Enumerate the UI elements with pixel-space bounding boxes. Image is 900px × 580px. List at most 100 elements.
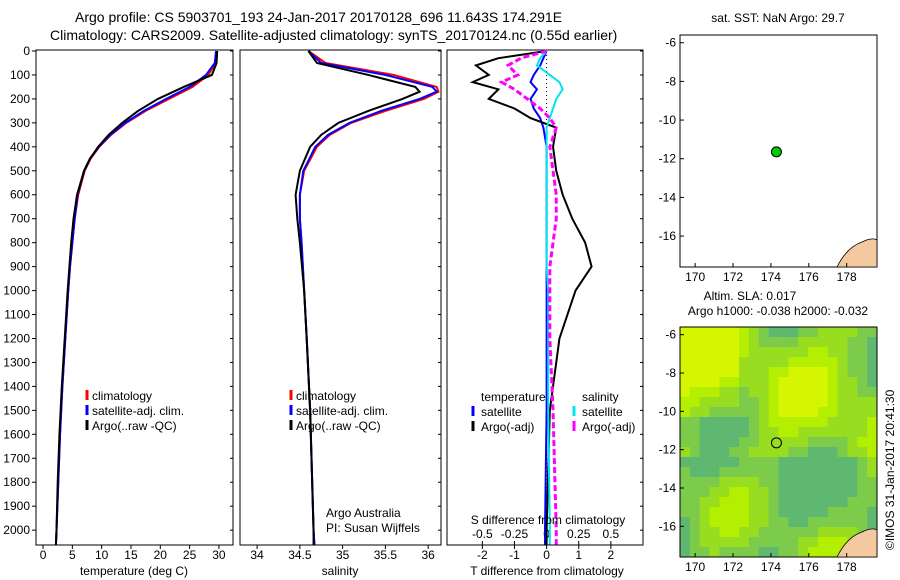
sla-cell — [867, 517, 878, 528]
sla-cell — [798, 547, 809, 558]
sla-cell — [867, 357, 878, 368]
sla-cell — [748, 547, 760, 558]
sla-cell — [788, 547, 799, 558]
sla-cell — [729, 527, 740, 538]
y-tick-label: 300 — [10, 116, 30, 130]
sla-cell — [857, 407, 868, 418]
sla-cell — [867, 397, 878, 408]
sla-cell — [729, 427, 740, 438]
sla-cell — [719, 537, 730, 548]
x-tick-label: 36 — [421, 548, 435, 562]
x-tick-label: -2 — [477, 548, 488, 562]
sla-cell — [798, 367, 809, 378]
sla-cell — [709, 477, 720, 488]
y-tick-label: 1800 — [3, 475, 30, 489]
sla-cell — [768, 527, 779, 538]
sla-cell — [699, 337, 711, 348]
sla-cell — [689, 467, 701, 478]
sla-cell — [817, 457, 829, 468]
sla-cell — [689, 397, 701, 408]
sla-cell — [857, 457, 868, 468]
sla-cell — [808, 417, 819, 428]
sla-cell — [709, 507, 720, 518]
y-tick-label: 600 — [10, 188, 30, 202]
sla-cell — [788, 357, 799, 368]
sla-cell — [778, 417, 789, 428]
sla-cell — [768, 377, 779, 388]
sla-cell — [788, 407, 799, 418]
sla-cell — [739, 357, 750, 368]
sla-cell — [739, 507, 750, 518]
sla-cell — [739, 377, 750, 388]
x-tick-label: 178 — [837, 270, 857, 284]
sla-cell — [758, 517, 770, 528]
sla-cell — [719, 487, 730, 498]
x-tick-label: 174 — [761, 270, 781, 284]
sla-cell — [847, 497, 858, 508]
sla-cell — [680, 507, 691, 518]
sla-cell — [857, 387, 868, 398]
sla-cell — [689, 537, 701, 548]
sla-cell — [768, 407, 779, 418]
sla-cell — [778, 347, 789, 358]
sla-cell — [680, 447, 691, 458]
sla-cell — [808, 327, 819, 338]
sla-cell — [729, 467, 740, 478]
sla-cell — [837, 357, 848, 368]
x-tick-label: 174 — [761, 560, 781, 574]
x-tick-label: 30 — [212, 548, 226, 562]
sla-cell — [867, 437, 878, 448]
sla-cell — [739, 367, 750, 378]
sla-cell — [857, 357, 868, 368]
sla-cell — [817, 437, 829, 448]
sla-cell — [867, 387, 878, 398]
sla-cell — [827, 527, 839, 538]
sla-cell — [729, 327, 740, 338]
sla-cell — [719, 377, 730, 388]
sla-cell — [788, 397, 799, 408]
sla-cell — [709, 367, 720, 378]
y-tick-label: 1000 — [3, 284, 30, 298]
sla-cell — [768, 427, 779, 438]
sla-cell — [827, 497, 839, 508]
y-tick-label: -12 — [659, 152, 677, 166]
sla-cell — [680, 367, 691, 378]
sla-cell — [788, 487, 799, 498]
sla-cell — [758, 437, 770, 448]
sla-cell — [699, 347, 711, 358]
sla-cell — [768, 447, 779, 458]
sla-cell — [827, 347, 839, 358]
sla-cell — [788, 327, 799, 338]
sla-cell — [739, 437, 750, 448]
map-frame — [679, 326, 878, 558]
legend-label: Argo(..raw -QC) — [296, 419, 381, 433]
y-tick-label: -14 — [659, 481, 677, 495]
sla-cell — [719, 517, 730, 528]
sla-cell — [788, 497, 799, 508]
sla-cell — [699, 357, 711, 368]
sla-cell — [680, 437, 691, 448]
x-tick-label: 35.5 — [374, 548, 398, 562]
sla-cell — [778, 397, 789, 408]
sla-cell — [857, 517, 868, 528]
sla-cell — [689, 367, 701, 378]
sla-cell — [867, 367, 878, 378]
sla-cell — [788, 527, 799, 538]
sla-cell — [748, 347, 760, 358]
sla-cell — [837, 477, 848, 488]
sla-cell — [827, 517, 839, 528]
sla-cell — [768, 457, 779, 468]
y-tick-label: -10 — [659, 113, 677, 127]
sla-cell — [867, 447, 878, 458]
sla-cell — [739, 327, 750, 338]
sla-cell — [798, 417, 809, 428]
sla-cell — [768, 357, 779, 368]
sla-cell — [827, 357, 839, 368]
legend-label-t-satellite: satellite — [481, 405, 522, 419]
sla-cell — [680, 377, 691, 388]
sla-cell — [798, 517, 809, 528]
sla-cell — [827, 417, 839, 428]
legend-label: climatology — [92, 389, 152, 403]
sla-cell — [689, 517, 701, 528]
sla-cell — [729, 417, 740, 428]
